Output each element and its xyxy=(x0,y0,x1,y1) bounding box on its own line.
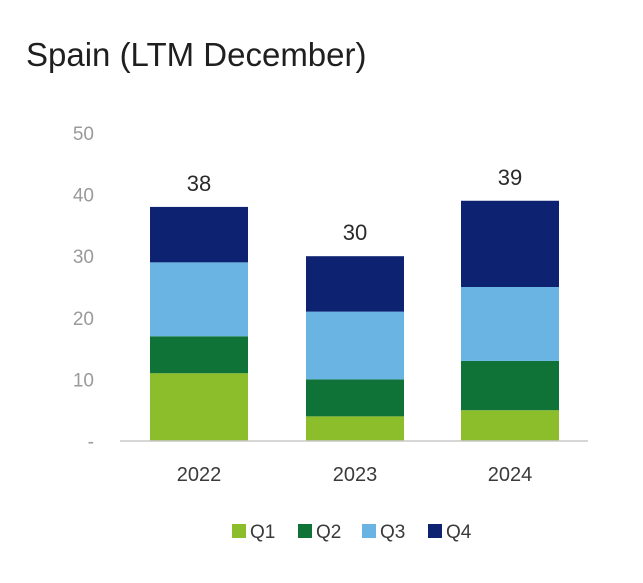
legend-label-q3: Q3 xyxy=(380,522,405,543)
legend-swatch-q1 xyxy=(232,524,246,538)
bars xyxy=(150,200,559,441)
y-tick-label: - xyxy=(88,432,94,453)
bar-segment-q3-2022 xyxy=(150,262,248,337)
legend-label-q1: Q1 xyxy=(250,522,275,543)
bar-segment-q1-2022 xyxy=(150,373,248,441)
bar-totals: 38 30 39 xyxy=(187,165,522,245)
legend-swatch-q2 xyxy=(298,524,312,538)
bar-segment-q4-2023 xyxy=(306,256,404,312)
y-tick-label: 10 xyxy=(73,370,94,391)
bar-total-label: 38 xyxy=(187,171,211,196)
bar-total-label: 39 xyxy=(498,165,522,190)
bar-segment-q2-2024 xyxy=(461,360,559,411)
y-tick-label: 30 xyxy=(73,247,94,268)
legend-label-q2: Q2 xyxy=(316,522,341,543)
legend-swatch-q3 xyxy=(362,524,376,538)
bar-segment-q3-2024 xyxy=(461,287,559,361)
bar-segment-q1-2023 xyxy=(306,416,404,441)
legend: Q1 Q2 Q3 Q4 xyxy=(232,522,472,543)
bar-segment-q4-2022 xyxy=(150,206,248,263)
x-tick-label: 2022 xyxy=(177,464,222,486)
x-axis: 2022 2023 2024 xyxy=(177,464,533,486)
y-tick-label: 40 xyxy=(73,186,94,207)
bar-segment-q2-2023 xyxy=(306,379,404,417)
x-tick-label: 2024 xyxy=(488,464,533,486)
bar-segment-q2-2022 xyxy=(150,336,248,374)
chart-title: Spain (LTM December) xyxy=(26,36,367,73)
y-tick-label: 20 xyxy=(73,309,94,330)
bar-segment-q3-2023 xyxy=(306,311,404,380)
legend-label-q4: Q4 xyxy=(446,522,472,543)
bar-segment-q4-2024 xyxy=(461,200,559,287)
bar-segment-q1-2024 xyxy=(461,410,559,441)
legend-swatch-q4 xyxy=(428,524,442,538)
y-tick-label: 50 xyxy=(73,124,94,145)
x-tick-label: 2023 xyxy=(333,464,378,486)
y-axis: - 10 20 30 40 50 xyxy=(73,124,94,453)
bar-total-label: 30 xyxy=(343,220,367,245)
